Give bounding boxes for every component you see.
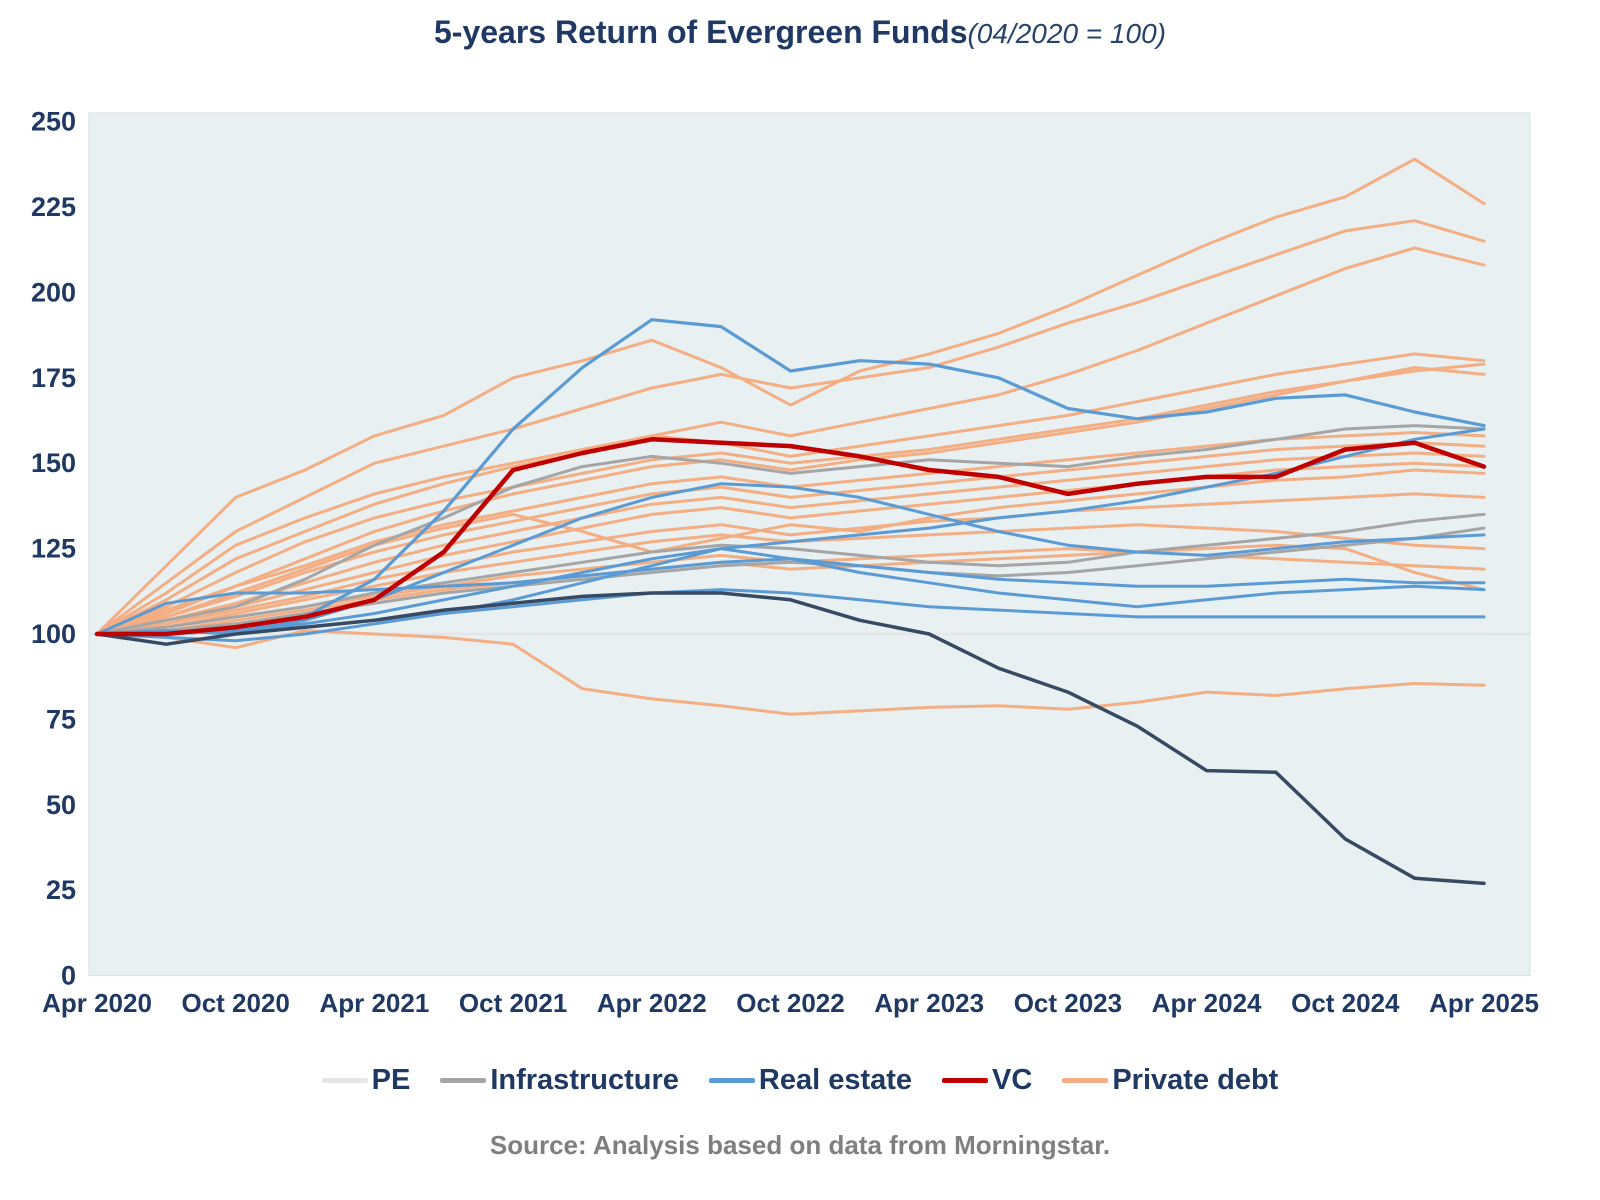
series-infrastructure-fund-2 <box>95 512 1486 636</box>
y-tick-label-250: 250 <box>31 107 76 137</box>
series-private-debt-fund-5 <box>95 362 1486 636</box>
x-tick-label-oct-2022: Oct 2022 <box>736 988 844 1018</box>
legend-swatch-real-estate <box>708 1077 755 1083</box>
x-tick-label-apr-2021: Apr 2021 <box>319 988 429 1018</box>
x-tick-label-apr-2024: Apr 2024 <box>1152 988 1262 1018</box>
legend-swatch-vc <box>942 1077 989 1083</box>
x-tick-label-apr-2022: Apr 2022 <box>597 988 707 1018</box>
series-private-debt-fund-11 <box>95 468 1486 636</box>
legend-label: PE <box>371 1063 411 1096</box>
legend-item-real-estate: Real estate <box>708 1063 913 1097</box>
series-real-estate-fund-1 <box>95 318 1486 636</box>
series-private-debt-fund-3 <box>95 246 1486 636</box>
y-tick-label-100: 100 <box>31 619 76 649</box>
series-declining-fund-dark-navy- <box>95 591 1486 886</box>
legend-label: Infrastructure <box>490 1063 679 1096</box>
y-tick-label-225: 225 <box>31 192 76 222</box>
x-tick-label-apr-2023: Apr 2023 <box>874 988 984 1018</box>
legend-label: VC <box>992 1063 1033 1096</box>
series-private-debt-fund-4 <box>95 352 1486 636</box>
legend-item-private-debt: Private debt <box>1062 1064 1278 1097</box>
series-private-debt-fund-8 <box>95 441 1486 636</box>
x-tick-label-oct-2024: Oct 2024 <box>1291 988 1400 1018</box>
y-tick-label-25: 25 <box>46 875 76 905</box>
legend-item-vc: VC <box>942 1064 1032 1097</box>
source-note: Source: Analysis based on data from Morn… <box>489 1130 1111 1160</box>
series-private-debt-fund-15 <box>95 543 1486 636</box>
y-tick-label-50: 50 <box>46 790 76 820</box>
chart-title: 5-years Return of Evergreen Funds(04/202… <box>0 10 1600 61</box>
legend-item-pe: PE <box>321 1063 411 1097</box>
y-tick-label-75: 75 <box>46 704 76 734</box>
series-infrastructure-fund-1 <box>95 424 1486 636</box>
series-private-debt-fund-1 <box>95 157 1486 636</box>
legend-swatch-infrastructure <box>440 1077 487 1083</box>
x-tick-label-oct-2021: Oct 2021 <box>459 988 567 1018</box>
y-tick-label-150: 150 <box>31 448 76 478</box>
legend-label: Real estate <box>758 1063 913 1096</box>
legend-swatch-pe <box>321 1077 368 1083</box>
series-private-debt-fund-2 <box>95 219 1486 636</box>
y-tick-label-175: 175 <box>31 363 76 393</box>
x-tick-label-apr-2025: Apr 2025 <box>1429 988 1539 1018</box>
legend-label: Private debt <box>1112 1063 1279 1096</box>
chart-title-annotation: (04/2020 = 100) <box>967 18 1166 49</box>
y-tick-label-0: 0 <box>61 961 76 991</box>
y-tick-label-200: 200 <box>31 277 76 307</box>
series-vc-fund <box>94 437 1487 637</box>
x-tick-label-oct-2023: Oct 2023 <box>1014 988 1122 1018</box>
x-tick-label-apr-2020: Apr 2020 <box>42 988 152 1018</box>
legend-swatch-private-debt <box>1062 1077 1109 1083</box>
plot-area <box>88 112 1531 977</box>
chart-legend: PE Infrastructure Real estate VC Private deb… <box>0 1056 1600 1104</box>
y-tick-label-125: 125 <box>31 534 76 564</box>
series-private-debt-fund-9 <box>95 451 1486 636</box>
x-tick-label-oct-2020: Oct 2020 <box>181 988 289 1018</box>
series-private-debt-fund-10 <box>95 461 1486 636</box>
series-private-debt-fund-6 <box>95 366 1486 636</box>
legend-item-infrastructure: Infrastructure <box>440 1064 679 1097</box>
series-real-estate-fund-5 <box>95 547 1486 643</box>
chart-title-main: 5-years Return of Evergreen Funds <box>434 14 968 50</box>
